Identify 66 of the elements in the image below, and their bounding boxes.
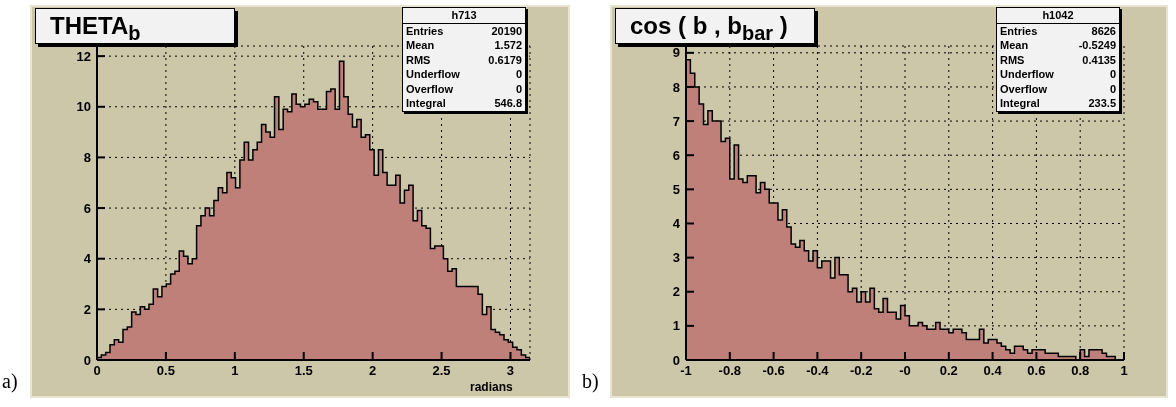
x-tick-label: 1	[231, 363, 239, 379]
annotation: 0	[1109, 81, 1116, 96]
annotation: Integral	[406, 96, 446, 111]
y-tick-label: 9	[672, 45, 680, 61]
text: Entries	[406, 24, 444, 37]
annotation: 0.6179	[488, 52, 522, 67]
y-tick-label: 5	[672, 181, 680, 197]
x-tick-label: -0.8	[718, 363, 741, 379]
annotation: Underflow	[1000, 67, 1054, 82]
text: Entries	[1000, 24, 1038, 37]
text: b)	[582, 370, 599, 393]
y-tick-label: 8	[83, 150, 91, 166]
text: h1042	[1042, 9, 1074, 21]
y-tick-label: 7	[672, 113, 680, 129]
annotation: 233.5	[1088, 96, 1116, 111]
y-tick-label: 8	[672, 79, 680, 95]
annotation: Overflow	[406, 81, 454, 96]
text: h713	[451, 9, 477, 21]
y-tick-label: 4	[83, 251, 92, 267]
y-tick-label: 2	[83, 301, 91, 317]
annotation: 0.4135	[1082, 52, 1116, 67]
annotation: Overflow	[1000, 81, 1048, 96]
x-axis-title: radians	[470, 380, 513, 394]
annotation: Mean	[406, 38, 435, 53]
x-tick-label: 0	[93, 363, 101, 379]
annotation: 0	[515, 67, 522, 82]
annotation: Mean	[1000, 38, 1029, 53]
x-tick-label: -0	[899, 363, 911, 379]
x-tick-label: 0.2	[939, 363, 958, 379]
x-tick-label: 1.5	[294, 363, 313, 379]
annotation: RMS	[1000, 52, 1025, 67]
annotation: 0	[515, 81, 522, 96]
x-tick-label: 0.5	[156, 363, 175, 379]
x-tick-label: 1	[1120, 363, 1128, 379]
text: 8626	[1091, 24, 1116, 37]
y-tick-label: 6	[672, 147, 680, 163]
annotation: 546.8	[494, 96, 522, 111]
annotation: Integral	[1000, 96, 1040, 111]
annotation: -0.5249	[1078, 38, 1116, 53]
y-tick-label: 10	[76, 99, 91, 115]
x-tick-label: -1	[680, 363, 692, 379]
x-tick-label: 0.8	[1071, 363, 1090, 379]
x-tick-label: 2.5	[432, 363, 451, 379]
x-tick-label: 0.4	[983, 363, 1003, 379]
y-tick-label: 3	[672, 250, 680, 266]
x-tick-label: 2	[369, 363, 377, 379]
y-tick-label: 4	[672, 216, 681, 232]
annotation: 0	[1109, 67, 1116, 82]
annotation: 1.572	[494, 38, 522, 53]
x-tick-label: -0.6	[762, 363, 785, 379]
annotation: RMS	[406, 52, 431, 67]
y-tick-label: 2	[672, 284, 680, 300]
x-tick-label: 0.6	[1027, 363, 1046, 379]
x-tick-label: -0.4	[806, 363, 830, 379]
text: 20190	[491, 24, 522, 37]
y-tick-label: 1	[672, 318, 680, 334]
y-tick-label: 12	[76, 48, 91, 64]
x-tick-label: 3	[506, 363, 515, 379]
y-tick-label: 0	[83, 352, 91, 368]
text: a)	[2, 370, 18, 393]
x-tick-label: -0.2	[850, 363, 873, 379]
annotation: Underflow	[406, 67, 460, 82]
title-box: THETA$_{b}$	[35, 8, 235, 44]
y-tick-label: 6	[83, 200, 91, 216]
y-tick-label: 0	[672, 352, 680, 368]
title-box: cos ( b , b$_{bar}$ )	[615, 8, 815, 44]
